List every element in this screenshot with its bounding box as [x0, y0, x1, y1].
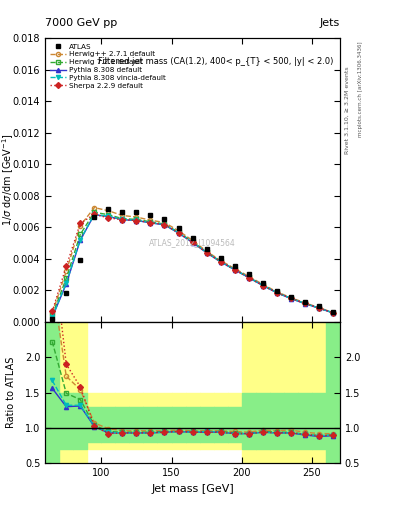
Legend: ATLAS, Herwig++ 2.7.1 default, Herwig 7.2.1 default, Pythia 8.308 default, Pythi: ATLAS, Herwig++ 2.7.1 default, Herwig 7.… — [48, 40, 169, 92]
Y-axis label: Ratio to ATLAS: Ratio to ATLAS — [6, 357, 16, 428]
Text: mcplots.cern.ch [arXiv:1306.3436]: mcplots.cern.ch [arXiv:1306.3436] — [358, 41, 363, 137]
Y-axis label: 1/$\sigma$ d$\sigma$/dm [GeV$^{-1}$]: 1/$\sigma$ d$\sigma$/dm [GeV$^{-1}$] — [0, 134, 16, 226]
X-axis label: Jet mass [GeV]: Jet mass [GeV] — [151, 484, 234, 494]
Text: Rivet 3.1.10, ≥ 3.2M events: Rivet 3.1.10, ≥ 3.2M events — [345, 67, 350, 154]
Text: ATLAS_2012_I1094564: ATLAS_2012_I1094564 — [149, 238, 236, 247]
Text: Filtered jet mass (CA(1.2), 400< p_{T} < 500, |y| < 2.0): Filtered jet mass (CA(1.2), 400< p_{T} <… — [98, 57, 334, 66]
Text: Jets: Jets — [320, 18, 340, 28]
Text: 7000 GeV pp: 7000 GeV pp — [45, 18, 118, 28]
